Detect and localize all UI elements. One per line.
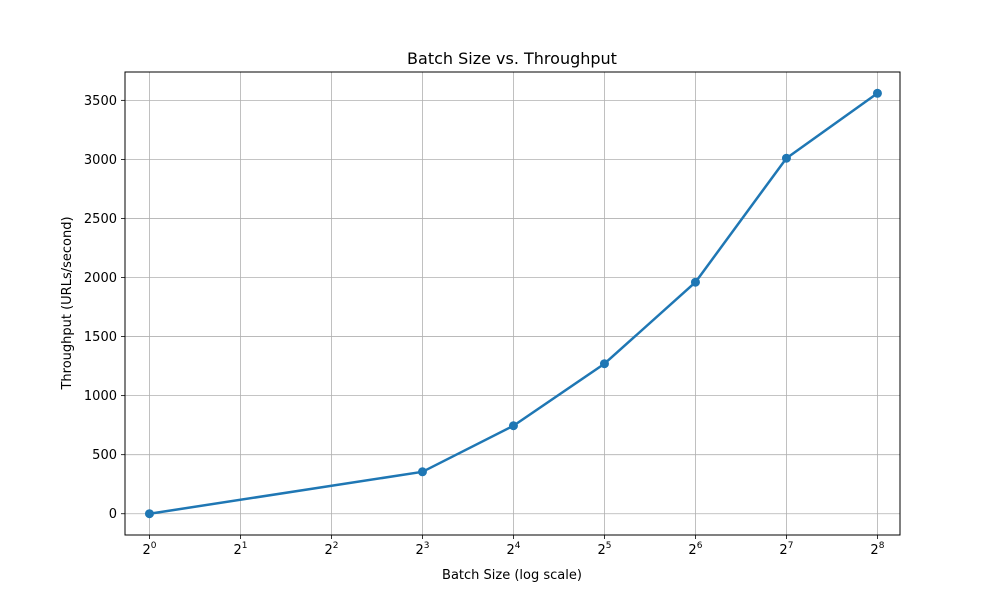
axis-ticks: 20 21 22 23 24 25 26 27 28 0 500 1000 1500 2000 2500 30… [84,94,885,558]
x-tick-label: 21 [233,541,247,558]
y-tick-label: 3500 [84,94,117,109]
x-tick-label: 27 [779,541,793,558]
x-tick-label: 22 [324,541,338,558]
y-tick-label: 1500 [84,330,117,345]
axes-frame [124,71,901,536]
data-point [872,88,882,98]
data-point [781,153,791,163]
data-point [508,421,518,431]
x-tick-label: 26 [688,541,702,558]
x-tick-label: 25 [597,541,611,558]
x-tick-label: 20 [142,541,156,558]
chart-title: Batch Size vs. Throughput [407,49,617,68]
data-point [417,467,427,477]
y-axis-label: Throughput (URLs/second) [60,216,75,390]
data-point [599,359,609,369]
y-tick-label: 500 [92,448,117,463]
x-axis-label: Batch Size (log scale) [442,568,582,583]
x-tick-label: 24 [506,541,520,558]
data-point [144,509,154,519]
grid-lines [125,72,900,535]
y-tick-label: 3000 [84,153,117,168]
y-tick-label: 0 [109,507,117,522]
x-tick-label: 28 [870,541,884,558]
data-series [144,88,882,519]
y-tick-label: 2500 [84,212,117,227]
data-point [690,277,700,287]
y-tick-label: 1000 [84,389,117,404]
y-tick-label: 2000 [84,271,117,286]
x-tick-label: 23 [415,541,429,558]
